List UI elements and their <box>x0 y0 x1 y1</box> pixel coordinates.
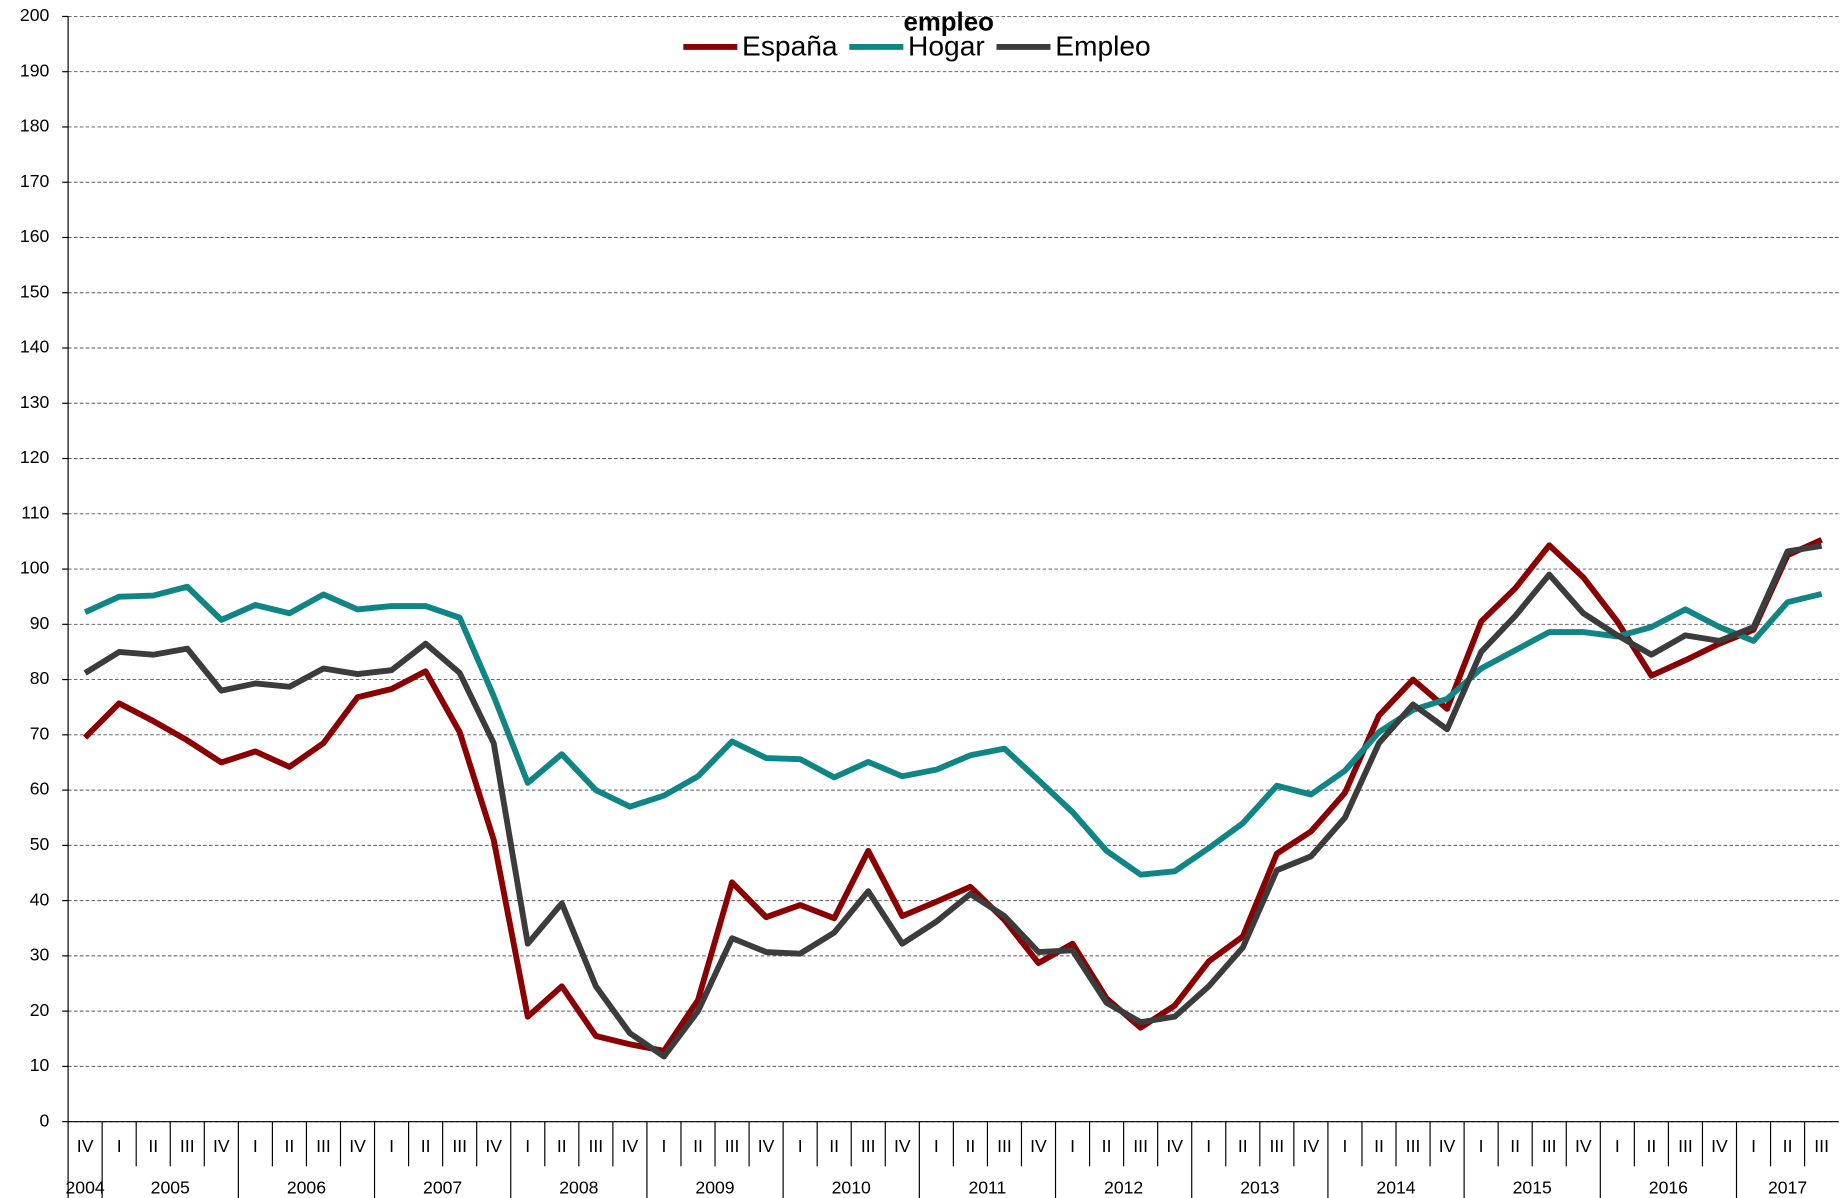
x-tick-label: I <box>117 1136 122 1156</box>
x-tick-label: IV <box>758 1136 775 1156</box>
x-tick-label: I <box>389 1136 394 1156</box>
x-tick-label: IV <box>622 1136 639 1156</box>
x-tick-label: II <box>1102 1136 1112 1156</box>
x-group-label: 2009 <box>695 1177 734 1197</box>
x-tick-label: I <box>525 1136 530 1156</box>
x-group-label: 2004 <box>66 1177 105 1197</box>
x-tick-label: III <box>316 1136 331 1156</box>
x-tick-label: I <box>662 1136 667 1156</box>
y-tick-label: 50 <box>30 834 50 854</box>
y-tick-label: 70 <box>30 723 50 743</box>
x-group-label: 2008 <box>559 1177 598 1197</box>
y-tick-label: 160 <box>20 226 50 246</box>
x-group-label: 2006 <box>287 1177 326 1197</box>
x-tick-label: III <box>997 1136 1012 1156</box>
y-tick-label: 120 <box>20 447 50 467</box>
y-tick-label: 30 <box>30 945 50 965</box>
x-tick-label: III <box>589 1136 604 1156</box>
x-tick-label: I <box>1342 1136 1347 1156</box>
y-tick-label: 0 <box>40 1110 50 1130</box>
y-tick-label: 40 <box>30 889 50 909</box>
x-tick-label: III <box>1814 1136 1829 1156</box>
x-tick-label: II <box>829 1136 839 1156</box>
x-tick-label: II <box>557 1136 567 1156</box>
x-tick-label: I <box>1751 1136 1756 1156</box>
x-tick-label: III <box>180 1136 195 1156</box>
x-tick-label: II <box>966 1136 976 1156</box>
x-tick-label: II <box>1510 1136 1520 1156</box>
x-tick-label: I <box>1479 1136 1484 1156</box>
x-tick-label: II <box>1374 1136 1384 1156</box>
y-tick-label: 200 <box>20 5 50 25</box>
x-tick-label: IV <box>894 1136 911 1156</box>
x-tick-label: II <box>421 1136 431 1156</box>
x-tick-label: III <box>725 1136 740 1156</box>
x-tick-label: IV <box>485 1136 502 1156</box>
x-tick-label: III <box>1269 1136 1284 1156</box>
x-tick-label: IV <box>77 1136 94 1156</box>
x-tick-label: III <box>1406 1136 1421 1156</box>
legend-label: España <box>742 30 838 62</box>
x-tick-label: I <box>934 1136 939 1156</box>
x-group-label: 2013 <box>1240 1177 1279 1197</box>
line <box>83 537 1823 1054</box>
legend-label: Empleo <box>1055 30 1151 62</box>
y-tick-label: 190 <box>20 60 50 80</box>
x-group-label: 2011 <box>968 1177 1006 1197</box>
y-tick-label: 20 <box>30 1000 50 1020</box>
x-tick-label: IV <box>213 1136 230 1156</box>
x-tick-label: II <box>1238 1136 1248 1156</box>
x-group-label: 2014 <box>1376 1177 1415 1197</box>
y-tick-label: 150 <box>20 281 50 301</box>
line <box>83 583 1823 878</box>
x-group-label: 2017 <box>1768 1177 1807 1197</box>
x-tick-label: III <box>861 1136 876 1156</box>
y-tick-label: 140 <box>20 337 50 357</box>
x-tick-label: IV <box>1166 1136 1183 1156</box>
x-tick-label: I <box>1615 1136 1620 1156</box>
x-tick-label: III <box>1542 1136 1557 1156</box>
x-group-label: 2012 <box>1104 1177 1143 1197</box>
y-tick-label: 10 <box>30 1055 50 1075</box>
x-tick-label: IV <box>1303 1136 1320 1156</box>
x-group-label: 2015 <box>1513 1177 1552 1197</box>
x-tick-label: II <box>693 1136 703 1156</box>
y-tick-label: 170 <box>20 171 50 191</box>
x-tick-label: IV <box>349 1136 366 1156</box>
x-tick-label: II <box>148 1136 158 1156</box>
legend-label: Hogar <box>908 30 985 62</box>
y-tick-label: 110 <box>21 502 49 522</box>
x-tick-label: I <box>1206 1136 1211 1156</box>
x-tick-label: II <box>1646 1136 1656 1156</box>
x-tick-label: III <box>452 1136 467 1156</box>
y-tick-label: 60 <box>30 779 50 799</box>
x-group-label: 2005 <box>151 1177 190 1197</box>
x-tick-label: IV <box>1575 1136 1592 1156</box>
x-tick-label: IV <box>1030 1136 1047 1156</box>
x-group-label: 2016 <box>1649 1177 1688 1197</box>
x-tick-label: II <box>1783 1136 1793 1156</box>
chart-title: empleo <box>903 8 993 36</box>
x-group-label: 2007 <box>423 1177 462 1197</box>
x-tick-label: IV <box>1439 1136 1456 1156</box>
x-tick-label: II <box>285 1136 295 1156</box>
x-tick-label: IV <box>1711 1136 1728 1156</box>
x-tick-label: I <box>798 1136 803 1156</box>
x-tick-label: III <box>1678 1136 1693 1156</box>
x-tick-label: I <box>1070 1136 1075 1156</box>
y-tick-label: 80 <box>30 668 50 688</box>
line <box>83 542 1823 1060</box>
y-tick-label: 180 <box>20 116 50 136</box>
y-tick-label: 130 <box>20 392 50 412</box>
x-tick-label: III <box>1133 1136 1148 1156</box>
y-tick-label: 90 <box>30 613 50 633</box>
x-group-label: 2010 <box>832 1177 871 1197</box>
x-tick-label: I <box>253 1136 258 1156</box>
y-tick-label: 100 <box>20 558 50 578</box>
